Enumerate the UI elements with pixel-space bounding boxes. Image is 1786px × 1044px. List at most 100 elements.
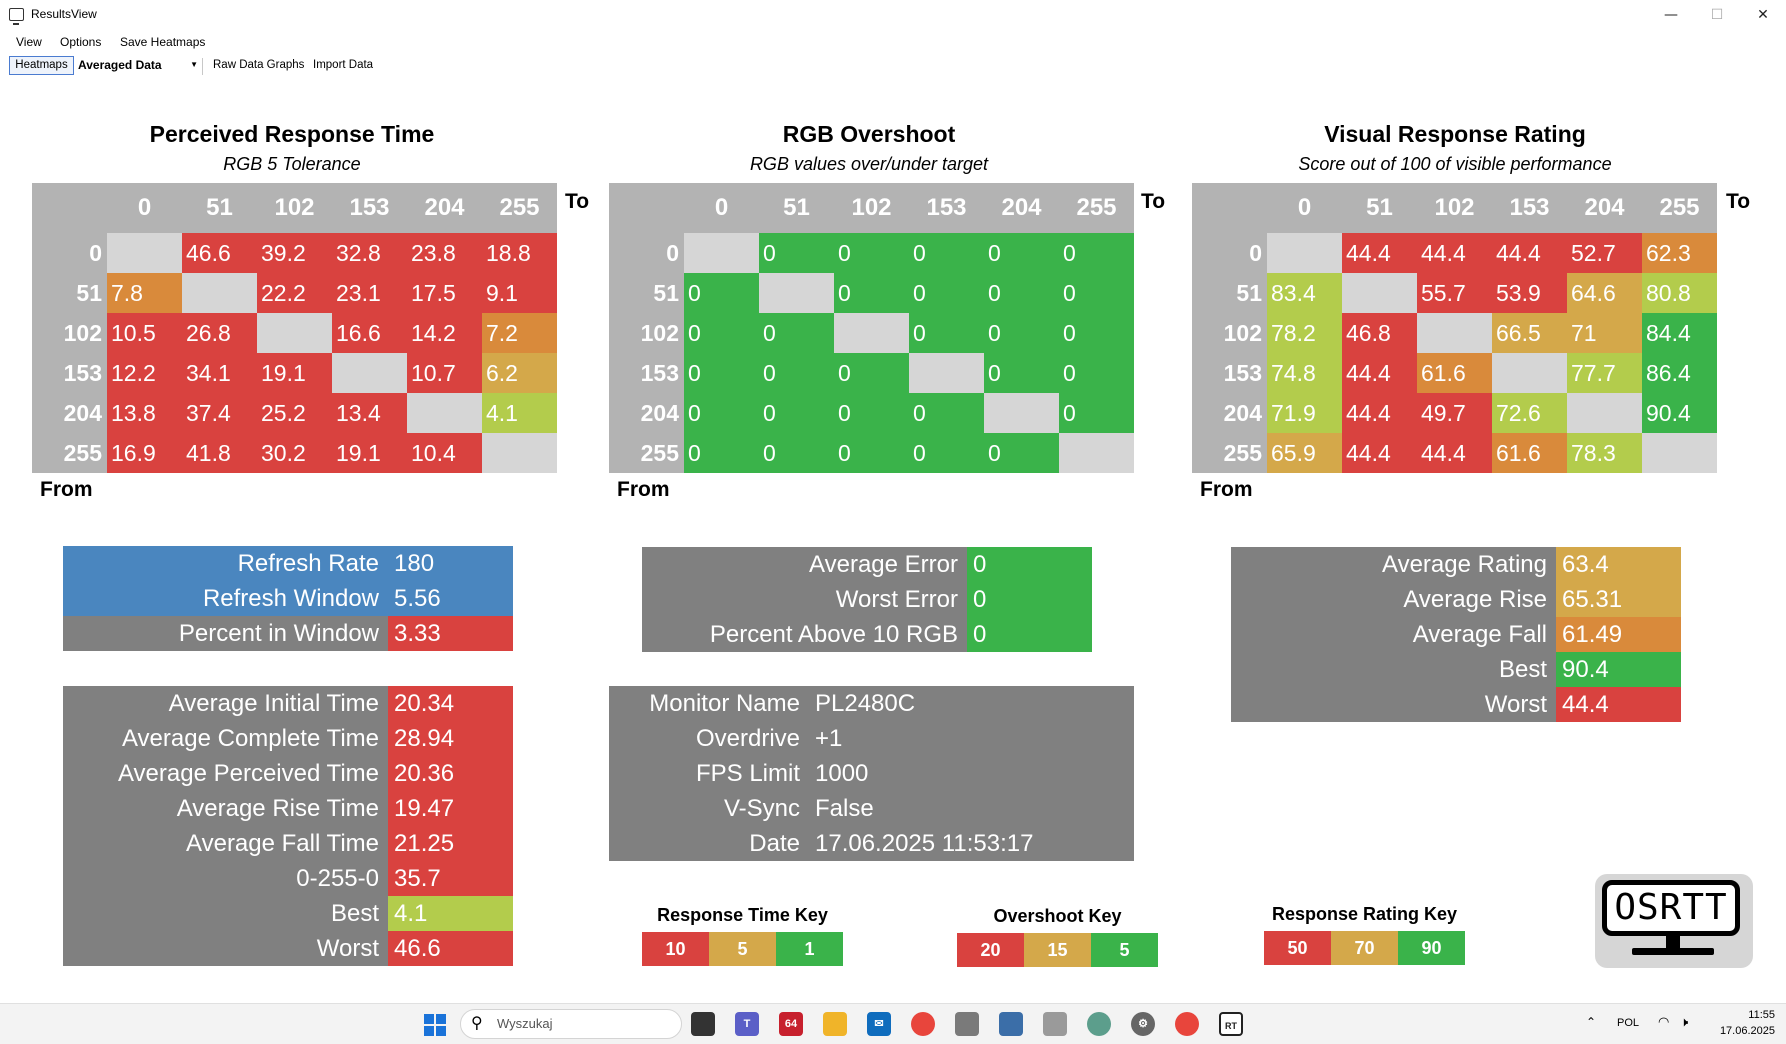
heatmap-cell: 22.2 bbox=[257, 273, 332, 313]
import-data-button[interactable]: Import Data bbox=[313, 59, 374, 71]
windows-start-icon[interactable] bbox=[424, 1014, 446, 1036]
heatmap-cell: 19.1 bbox=[257, 353, 332, 393]
heatmap-subtitle: RGB values over/under target bbox=[749, 154, 989, 174]
heatmap-cell: 0 bbox=[759, 353, 834, 393]
stat-value: 0 bbox=[967, 617, 1092, 652]
heatmap-cell: 71.9 bbox=[1267, 393, 1342, 433]
heatmap-cell: 13.8 bbox=[107, 393, 182, 433]
clock-time[interactable]: 11:55 bbox=[1748, 1009, 1775, 1021]
app-icon-9[interactable] bbox=[1043, 1012, 1067, 1036]
stat-value: 44.4 bbox=[1556, 687, 1681, 722]
close-button[interactable]: ✕ bbox=[1757, 7, 1769, 23]
mail-icon[interactable]: ✉ bbox=[867, 1012, 891, 1036]
stat-row: Percent Above 10 RGB 0 bbox=[642, 617, 1092, 652]
heatmap-col-header: 255 bbox=[1076, 194, 1117, 221]
heatmap-cell: 44.4 bbox=[1417, 433, 1492, 473]
chevron-down-icon: ▼ bbox=[190, 60, 198, 69]
osrtt-taskbar-icon[interactable]: RT bbox=[1219, 1012, 1243, 1036]
app-icon-8[interactable] bbox=[999, 1012, 1023, 1036]
heatmap-row-header: 0 bbox=[1249, 239, 1262, 266]
heatmap-cell: 30.2 bbox=[257, 433, 332, 473]
logo-text: OSRTT bbox=[1602, 880, 1740, 936]
stat-row: V-Sync False bbox=[609, 791, 1134, 826]
raw-data-graphs-button[interactable]: Raw Data Graphs bbox=[213, 59, 305, 71]
heatmap-table: 0 51 102 153 204 255 0 44.4 44.4 44.4 52.7 62.3 51 83… bbox=[1192, 183, 1717, 473]
menu-save-heatmaps[interactable]: Save Heatmaps bbox=[120, 35, 206, 49]
maximize-button[interactable]: ☐ bbox=[1710, 7, 1724, 23]
key-swatch: 70 bbox=[1331, 931, 1398, 965]
file-explorer-icon[interactable] bbox=[823, 1012, 847, 1036]
tray-chevron-up-icon[interactable]: ⌃ bbox=[1586, 1015, 1597, 1029]
heatmap-cell: 0 bbox=[909, 273, 984, 313]
heatmap-table: 0 51 102 153 204 255 0 0 0 0 0 0 51 0 0 0 0 0 102 0 0 0 0 0 153 0… bbox=[609, 183, 1134, 473]
heatmap-cell: 0 bbox=[834, 393, 909, 433]
menu-view[interactable]: View bbox=[16, 35, 42, 49]
heatmaps-tab[interactable]: Heatmaps bbox=[9, 56, 74, 75]
heatmap-row: 153 0 0 0 0 0 bbox=[609, 353, 1134, 393]
heatmap-cell: 10.4 bbox=[407, 433, 482, 473]
logo-base bbox=[1632, 948, 1714, 955]
stat-label: Worst bbox=[1231, 687, 1556, 722]
heatmap-cell-diagonal bbox=[482, 433, 557, 473]
heatmap-cell: 66.5 bbox=[1492, 313, 1567, 353]
key-swatches: 10 5 1 bbox=[642, 932, 843, 966]
clock-date[interactable]: 17.06.2025 bbox=[1719, 1025, 1775, 1037]
heatmap-row-header: 51 bbox=[76, 279, 102, 306]
language-indicator[interactable]: POL bbox=[1617, 1017, 1640, 1029]
heatmap-cell: 0 bbox=[1059, 393, 1134, 433]
minimize-button[interactable]: — bbox=[1664, 7, 1678, 23]
task-view-icon[interactable] bbox=[691, 1012, 715, 1036]
heatmap-cell: 26.8 bbox=[182, 313, 257, 353]
stat-value: 0 bbox=[967, 547, 1092, 582]
heatmap-row-header: 51 bbox=[653, 279, 679, 306]
stat-value: False bbox=[809, 791, 1134, 826]
stat-value: 17.06.2025 11:53:17 bbox=[809, 826, 1134, 861]
chrome-icon[interactable] bbox=[911, 1012, 935, 1036]
taskbar-search[interactable]: ⚲ Wyszukaj bbox=[460, 1009, 682, 1039]
heatmap-row-header: 102 bbox=[640, 319, 679, 346]
stat-label: 0-255-0 bbox=[63, 861, 388, 896]
key-title: Response Time Key bbox=[657, 905, 828, 925]
stat-label: Average Error bbox=[642, 547, 967, 582]
settings-gear-icon[interactable]: ⚙ bbox=[1131, 1012, 1155, 1036]
menu-options[interactable]: Options bbox=[60, 35, 102, 49]
app-icon-7[interactable] bbox=[955, 1012, 979, 1036]
chrome-alt-icon[interactable] bbox=[1175, 1012, 1199, 1036]
heatmap-cell: 0 bbox=[834, 233, 909, 273]
key-swatch: 90 bbox=[1398, 931, 1465, 965]
app-icon-10[interactable] bbox=[1087, 1012, 1111, 1036]
menu-bar: View Options Save Heatmaps bbox=[0, 31, 1786, 53]
averaged-data-dropdown[interactable]: Averaged Data ▼ bbox=[78, 58, 203, 75]
aida64-icon[interactable]: 64 bbox=[779, 1012, 803, 1036]
heatmap-cell: 10.5 bbox=[107, 313, 182, 353]
stat-label: Monitor Name bbox=[609, 686, 809, 721]
heatmap-cell-diagonal bbox=[1059, 433, 1134, 473]
heatmap-cell: 0 bbox=[984, 353, 1059, 393]
stat-value: 28.94 bbox=[388, 721, 513, 756]
stat-row: Average Fall 61.49 bbox=[1231, 617, 1681, 652]
stat-row: Best 90.4 bbox=[1231, 652, 1681, 687]
heatmap-row: 204 13.8 37.4 25.2 13.4 4.1 bbox=[32, 393, 557, 433]
heatmap-cell: 0 bbox=[759, 313, 834, 353]
heatmap-cell-diagonal bbox=[1642, 433, 1717, 473]
heatmap-header-row: 0 51 102 153 204 255 bbox=[32, 183, 557, 233]
heatmap-cell: 53.9 bbox=[1492, 273, 1567, 313]
heatmap-cell: 13.4 bbox=[332, 393, 407, 433]
stat-label: Average Fall Time bbox=[63, 826, 388, 861]
heatmap-cell-diagonal bbox=[1342, 273, 1417, 313]
axis-from-label: From bbox=[1200, 478, 1253, 501]
heatmap-cell: 86.4 bbox=[1642, 353, 1717, 393]
stat-row: Average Error 0 bbox=[642, 547, 1092, 582]
stat-label: Average Initial Time bbox=[63, 686, 388, 721]
volume-icon[interactable]: 🕨 bbox=[1680, 1015, 1689, 1030]
stat-label: Overdrive bbox=[609, 721, 809, 756]
heatmap-cell: 0 bbox=[759, 433, 834, 473]
wifi-icon[interactable]: ◠ bbox=[1658, 1015, 1670, 1030]
heatmap-cell-diagonal bbox=[1267, 233, 1342, 273]
heatmap-title: RGB Overshoot bbox=[782, 121, 956, 147]
heatmap-cell: 17.5 bbox=[407, 273, 482, 313]
heatmap-table: 0 51 102 153 204 255 0 46.6 39.2 32.8 23.8 18.8 51 7.… bbox=[32, 183, 557, 473]
heatmap-row: 0 44.4 44.4 44.4 52.7 62.3 bbox=[1192, 233, 1717, 273]
heatmap-cell: 44.4 bbox=[1342, 233, 1417, 273]
teams-icon[interactable]: T bbox=[735, 1012, 759, 1036]
